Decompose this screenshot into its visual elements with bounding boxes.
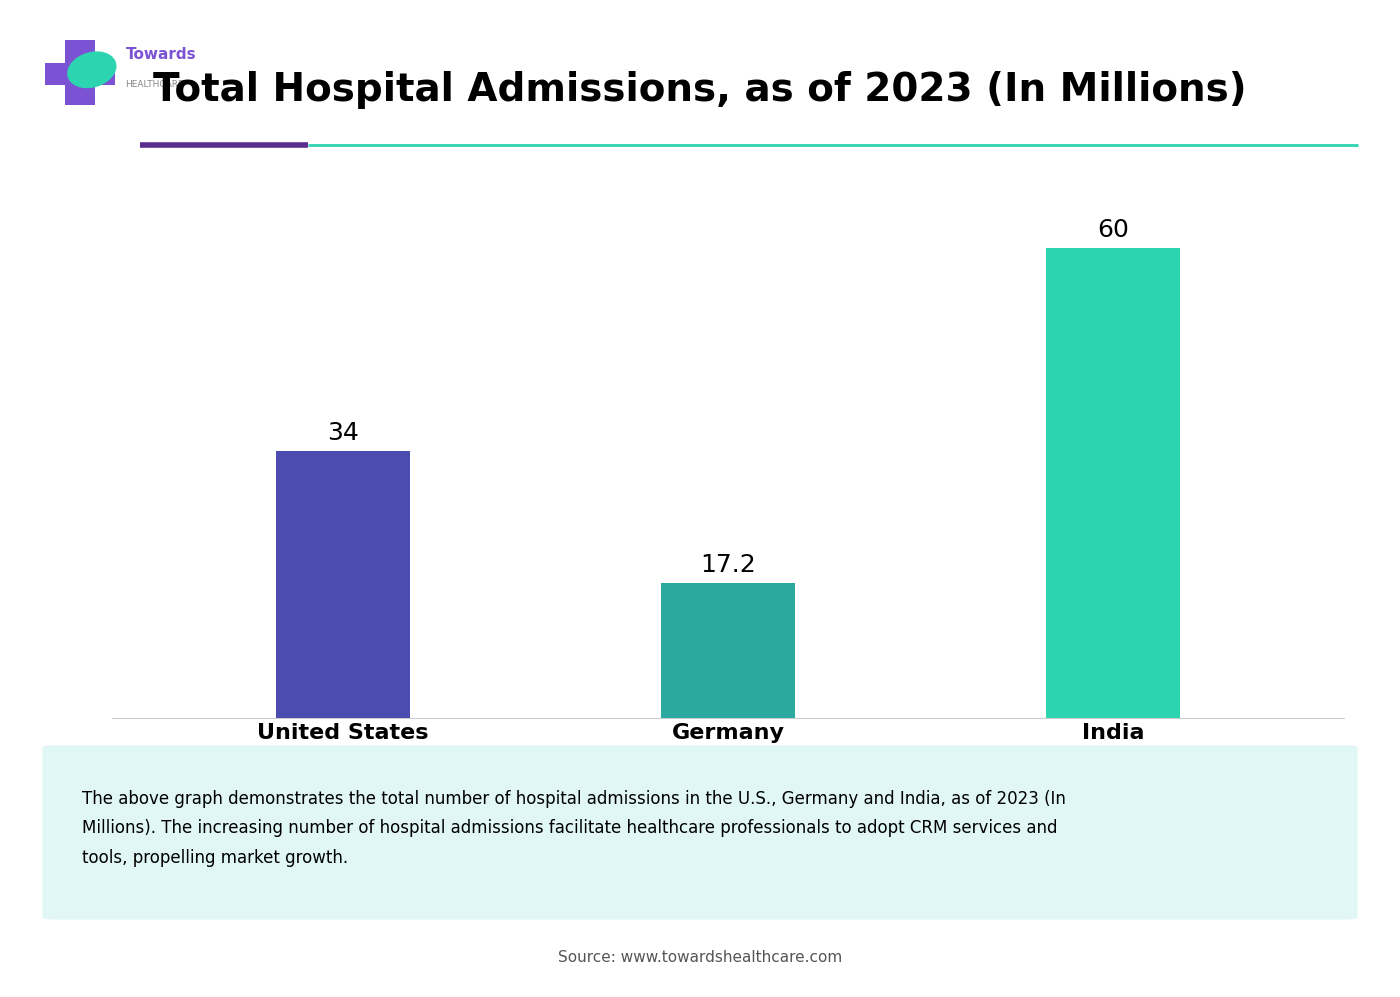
Text: Source: www.towardshealthcare.com: Source: www.towardshealthcare.com	[557, 949, 843, 965]
Text: Towards: Towards	[126, 47, 196, 63]
Bar	[64, 40, 95, 105]
Text: Total Hospital Admissions, as of 2023 (In Millions): Total Hospital Admissions, as of 2023 (I…	[153, 71, 1247, 109]
Text: 34: 34	[328, 421, 358, 446]
Text: The above graph demonstrates the total number of hospital admissions in the U.S.: The above graph demonstrates the total n…	[81, 790, 1065, 866]
Ellipse shape	[67, 52, 116, 88]
Text: 60: 60	[1098, 217, 1128, 241]
Text: HEALTHCARE: HEALTHCARE	[126, 80, 183, 90]
Bar	[1046, 248, 1180, 718]
Bar	[45, 63, 115, 85]
Text: 17.2: 17.2	[700, 552, 756, 577]
Bar	[661, 583, 795, 718]
FancyBboxPatch shape	[43, 746, 1357, 919]
Bar	[276, 452, 410, 718]
